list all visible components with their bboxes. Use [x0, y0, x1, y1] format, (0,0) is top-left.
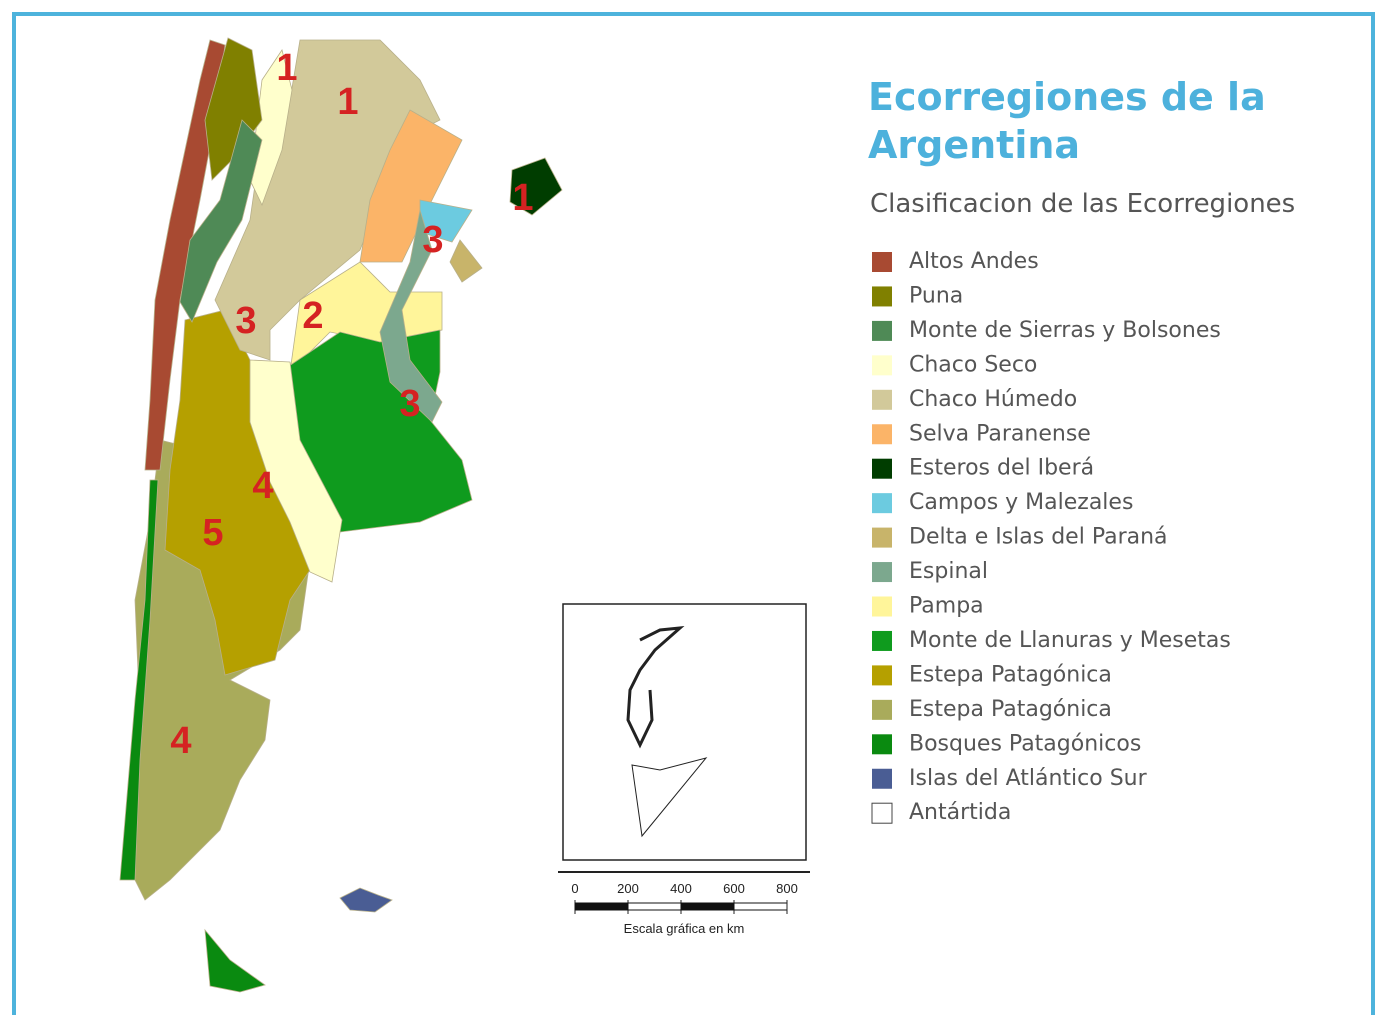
region: [119, 479, 159, 881]
legend-swatch: [872, 493, 892, 514]
subtitle: Clasificacion de las Ecorregiones: [870, 189, 1295, 219]
scale-caption: Escala gráfica en km: [624, 921, 745, 936]
legend-swatch: [872, 424, 892, 445]
legend-swatch: [872, 389, 892, 410]
legend-swatch: [872, 665, 892, 686]
region: [359, 109, 463, 263]
legend-swatch: [871, 802, 893, 824]
map: [119, 37, 563, 993]
legend-swatch: [872, 355, 892, 376]
scale-segment: [627, 902, 682, 911]
legend-label: Puna: [909, 283, 963, 308]
region: [509, 157, 563, 216]
region: [179, 119, 263, 323]
region: [449, 239, 483, 283]
map-number: 4: [252, 465, 273, 507]
legend-swatch: [872, 596, 892, 617]
title: Argentina: [868, 123, 1080, 167]
region: [631, 757, 708, 838]
legend-swatch: [872, 734, 892, 755]
scale-segment: [574, 902, 629, 911]
title: Ecorregiones de la: [868, 75, 1266, 119]
map-number: 5: [202, 512, 223, 554]
region: [379, 209, 443, 423]
legend-label: Pampa: [909, 594, 984, 619]
legend-label: Selva Paranense: [909, 421, 1091, 446]
antarctica-inset: [562, 603, 807, 861]
legend-swatch: [872, 320, 892, 341]
scale-tick-label: 400: [670, 881, 692, 896]
legend-label: Islas del Atlántico Sur: [909, 766, 1148, 791]
region: [249, 359, 343, 583]
legend-swatch: [872, 252, 892, 272]
legend-swatch: [872, 699, 892, 720]
scale-tick-label: 200: [617, 881, 639, 896]
legend-swatch: [872, 527, 892, 548]
scale-tick-label: 800: [776, 881, 798, 896]
map-number: 3: [422, 219, 443, 261]
legend-label: Estepa Patagónica: [909, 662, 1112, 687]
map-number: 1: [512, 177, 533, 219]
legend: Altos Andes Puna Monte de Sierras y Bolson…: [871, 249, 1231, 825]
legend-label: Altos Andes: [909, 249, 1039, 274]
legend-label: Esteros del Iberá: [909, 456, 1094, 481]
frame: [12, 12, 1375, 1015]
scale: 0 200 400 600 800 Escala gráfica en km: [571, 881, 797, 936]
legend-label: Espinal: [909, 559, 988, 584]
legend-label: Antártida: [909, 800, 1011, 825]
map-number: 1: [276, 47, 297, 89]
legend-label: Chaco Seco: [909, 352, 1037, 377]
scale-segment: [680, 902, 735, 911]
legend-label: Chaco Húmedo: [909, 387, 1077, 412]
map-number: 3: [235, 300, 256, 342]
legend-label: Campos y Malezales: [909, 490, 1133, 515]
legend-swatch: [872, 458, 892, 479]
legend-swatch: [872, 286, 892, 307]
legend-swatch: [872, 562, 892, 583]
inset-frame: [562, 603, 807, 861]
scale-tick-label: 0: [571, 881, 578, 896]
map-number: 2: [302, 295, 323, 337]
map-number: 1: [337, 81, 358, 123]
legend-swatch: [872, 768, 892, 789]
map-number: 3: [399, 383, 420, 425]
map-number: 4: [170, 720, 191, 762]
region: [204, 928, 266, 993]
legend-label: Monte de Sierras y Bolsones: [909, 318, 1221, 343]
legend-label: Estepa Patagónica: [909, 697, 1112, 722]
legend-swatch: [872, 630, 892, 651]
legend-label: Monte de Llanuras y Mesetas: [909, 628, 1231, 653]
scale-segment: [733, 902, 788, 911]
peninsula: [626, 626, 685, 749]
region: [339, 887, 393, 913]
scale-tick-label: 600: [723, 881, 745, 896]
legend-label: Bosques Patagónicos: [909, 731, 1141, 756]
legend-label: Delta e Islas del Paraná: [909, 525, 1168, 550]
